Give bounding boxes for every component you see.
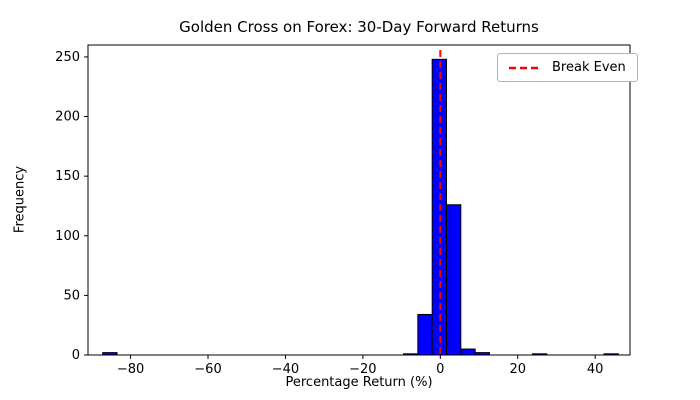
histogram-bar	[417, 313, 433, 356]
x-axis-label: Percentage Return (%)	[285, 375, 433, 390]
y-tick-label: 200	[55, 110, 80, 125]
x-tick-label: −20	[349, 362, 376, 377]
y-tick-label: 250	[55, 50, 80, 65]
chart-title: Golden Cross on Forex: 30-Day Forward Re…	[179, 18, 539, 36]
histogram-bar	[460, 348, 476, 356]
plot-border	[87, 44, 631, 356]
y-axis-label: Frequency	[12, 165, 28, 234]
legend-label: Break Even	[552, 60, 626, 75]
legend: Break Even	[497, 53, 638, 82]
x-tick-label: −80	[117, 362, 144, 377]
break-even-legend-line-icon	[509, 66, 541, 69]
y-tick-label: 150	[55, 169, 80, 184]
y-tick-label: 100	[55, 229, 80, 244]
x-tick-label: −60	[194, 362, 221, 377]
x-tick-label: 0	[436, 362, 444, 377]
histogram-bar	[445, 204, 462, 356]
x-tick-label: −40	[272, 362, 299, 377]
x-tick-label: 20	[509, 362, 526, 377]
y-tick-label: 50	[63, 288, 80, 303]
y-tick-label: 0	[72, 348, 80, 363]
x-tick-label: 40	[587, 362, 604, 377]
